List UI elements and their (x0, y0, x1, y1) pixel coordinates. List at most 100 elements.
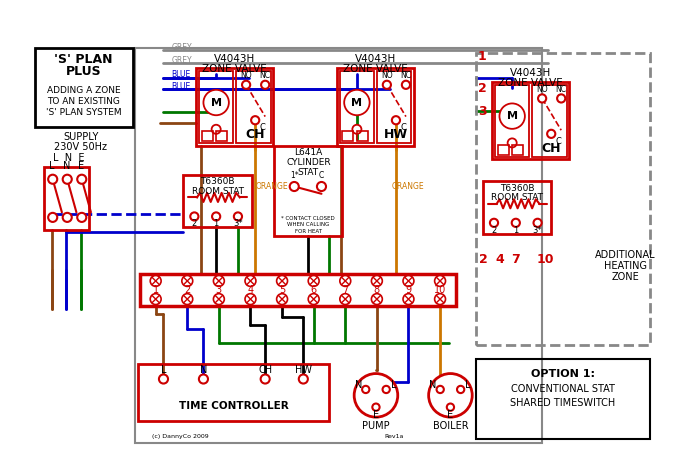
Circle shape (392, 116, 400, 124)
Circle shape (182, 276, 193, 286)
Circle shape (212, 212, 220, 220)
Text: V4043H: V4043H (510, 68, 551, 78)
Text: NO: NO (381, 71, 393, 80)
Text: E: E (78, 161, 84, 171)
Text: 1: 1 (152, 285, 159, 295)
Text: L: L (161, 365, 166, 375)
Circle shape (308, 293, 319, 305)
Circle shape (490, 219, 498, 227)
Text: BLUE: BLUE (172, 82, 191, 91)
Circle shape (371, 276, 382, 286)
Text: 10: 10 (434, 285, 446, 295)
Bar (492, 82, 569, 159)
Circle shape (403, 276, 414, 286)
Circle shape (339, 276, 351, 286)
Text: C: C (319, 171, 324, 180)
Text: ROOM STAT: ROOM STAT (491, 193, 543, 202)
Circle shape (63, 175, 72, 184)
Bar (339, 71, 374, 143)
Text: N: N (429, 380, 437, 390)
Text: PLUS: PLUS (66, 65, 101, 78)
Text: GREY: GREY (172, 43, 193, 52)
Text: 2: 2 (478, 82, 486, 95)
Circle shape (371, 293, 382, 305)
Bar (357, 131, 368, 141)
Text: ZONE VALVE: ZONE VALVE (498, 78, 563, 88)
Text: M: M (210, 97, 221, 108)
Bar (495, 85, 529, 156)
Text: V4043H: V4043H (355, 54, 395, 65)
Text: 4: 4 (248, 285, 253, 295)
Text: NO: NO (240, 71, 252, 80)
Text: STAT: STAT (298, 168, 319, 177)
Circle shape (48, 213, 57, 222)
Text: NC: NC (555, 85, 566, 94)
Text: 2: 2 (184, 285, 190, 295)
Circle shape (150, 293, 161, 305)
Circle shape (403, 293, 414, 305)
Text: NC: NC (400, 71, 411, 80)
Text: (c) DannyCo 2009: (c) DannyCo 2009 (152, 434, 209, 439)
Text: HEATING: HEATING (604, 262, 647, 271)
Text: 'S' PLAN SYSTEM: 'S' PLAN SYSTEM (46, 108, 121, 117)
Bar (512, 145, 523, 155)
Text: NC: NC (259, 71, 270, 80)
Bar (337, 68, 414, 146)
Text: E: E (373, 410, 379, 420)
Text: BLUE: BLUE (172, 70, 191, 79)
Text: FOR HEAT: FOR HEAT (295, 228, 322, 234)
Circle shape (290, 182, 299, 191)
Circle shape (533, 219, 542, 227)
Circle shape (457, 386, 464, 393)
Text: HW: HW (295, 365, 312, 375)
Circle shape (402, 80, 410, 89)
Text: CH: CH (258, 365, 273, 375)
Circle shape (77, 213, 86, 222)
Bar (476, 53, 650, 345)
Text: 3: 3 (478, 105, 486, 117)
Text: M: M (351, 97, 362, 108)
Text: 'S' PLAN: 'S' PLAN (55, 53, 113, 66)
Text: 10: 10 (536, 253, 553, 266)
Text: V4043H: V4043H (214, 54, 255, 65)
Circle shape (362, 386, 369, 393)
Text: 3*: 3* (233, 219, 243, 228)
Circle shape (63, 213, 72, 222)
Circle shape (182, 293, 193, 305)
Text: Rev1a: Rev1a (384, 434, 404, 439)
Circle shape (190, 212, 199, 220)
Text: HW: HW (384, 128, 408, 141)
Text: PUMP: PUMP (362, 421, 390, 431)
Circle shape (159, 374, 168, 384)
Circle shape (373, 403, 380, 411)
Text: ORANGE: ORANGE (391, 182, 424, 191)
Circle shape (212, 125, 221, 134)
Text: 2: 2 (479, 253, 488, 266)
Text: C: C (259, 123, 266, 132)
Text: ZONE VALVE: ZONE VALVE (343, 65, 407, 74)
Bar (377, 71, 411, 143)
Text: L: L (391, 380, 396, 390)
Circle shape (277, 276, 288, 286)
Bar (476, 359, 650, 439)
Bar (201, 131, 213, 141)
Circle shape (382, 386, 390, 393)
Text: 2: 2 (491, 226, 497, 234)
Text: 1: 1 (213, 219, 219, 228)
Text: * CONTACT CLOSED: * CONTACT CLOSED (282, 216, 335, 221)
Circle shape (353, 125, 362, 134)
Bar (43, 167, 89, 230)
Text: 1: 1 (478, 50, 486, 63)
Text: T6360B: T6360B (500, 184, 535, 193)
Circle shape (512, 219, 520, 227)
Bar (196, 68, 273, 146)
Circle shape (383, 80, 391, 89)
Circle shape (538, 95, 546, 102)
Text: 230V 50Hz: 230V 50Hz (55, 141, 108, 152)
Text: 6: 6 (310, 285, 317, 295)
Bar (138, 365, 328, 421)
Circle shape (261, 374, 270, 384)
Bar (199, 71, 233, 143)
Circle shape (308, 276, 319, 286)
Text: 8: 8 (374, 285, 380, 295)
